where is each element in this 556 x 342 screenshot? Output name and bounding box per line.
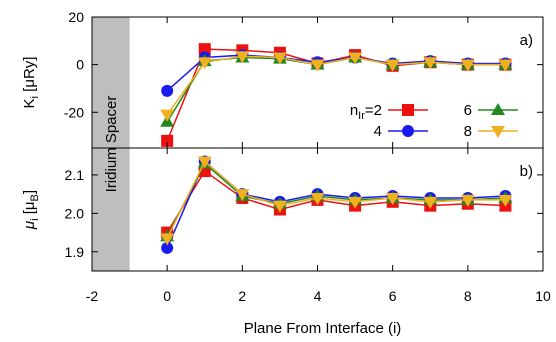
y-axis-title: Ki [μRy]	[21, 57, 41, 109]
data-point	[198, 43, 211, 56]
data-point	[160, 109, 175, 122]
data-point	[160, 233, 175, 246]
x-axis-title: Plane From Interface (i)	[244, 320, 402, 337]
series-line	[166, 54, 506, 92]
data-point	[460, 59, 475, 72]
data-point	[272, 52, 287, 65]
data-point	[310, 192, 325, 205]
ytick-label: 2.1	[65, 167, 85, 183]
xtick-label: 6	[389, 288, 397, 304]
legend-label: nIr=2	[350, 102, 382, 122]
series-a-n6	[160, 50, 513, 127]
legend-label: 6	[464, 102, 472, 119]
legend-entry-n6: 6	[464, 102, 518, 119]
xtick-label: 8	[464, 288, 472, 304]
xtick-label: 2	[238, 288, 246, 304]
legend-marker	[491, 126, 505, 138]
series-line	[166, 162, 506, 237]
legend-entry-n4: 4	[374, 123, 428, 140]
series-line	[166, 55, 506, 116]
data-point	[423, 196, 438, 209]
legend-marker	[402, 104, 414, 116]
series-b-n2	[161, 165, 512, 239]
series-a-n4	[161, 49, 512, 97]
panel-label-b: b)	[520, 163, 533, 180]
xtick-label: -2	[86, 288, 99, 304]
series-line	[166, 160, 506, 239]
y-axis-title-main: K	[21, 98, 38, 108]
data-point	[498, 59, 513, 72]
series-b-n8	[160, 156, 513, 246]
y-axis-title-main: μ	[21, 221, 38, 230]
xtick-label: 10	[535, 288, 551, 304]
legend-marker	[402, 125, 414, 137]
ytick-label: 20	[68, 9, 84, 25]
spacer-region	[92, 17, 130, 271]
data-point	[197, 156, 212, 169]
data-point	[235, 51, 250, 64]
ytick-label: -20	[64, 104, 84, 120]
ytick-label: 2.0	[65, 205, 85, 221]
y-axis-title-unit: [μ	[21, 201, 38, 218]
data-point	[423, 57, 438, 70]
series-line	[166, 56, 506, 123]
panel-frame-a	[91, 16, 544, 149]
y-axis-title: μi [μB]	[21, 190, 41, 230]
data-point	[385, 59, 400, 72]
data-point	[348, 52, 363, 65]
data-point	[235, 189, 250, 202]
legend-value: 6	[464, 102, 472, 119]
legend-value: 8	[464, 123, 472, 140]
series-line	[166, 169, 506, 233]
data-point	[385, 192, 400, 205]
data-point	[161, 241, 174, 254]
series-a-n8	[160, 51, 513, 122]
y-axis-title-sub: i	[29, 218, 41, 220]
legend-prefix-sub: Ir	[358, 110, 365, 122]
panel-frame-b	[91, 147, 544, 272]
spacer-label: Iridium Spacer	[103, 96, 120, 193]
xtick-label: 4	[314, 288, 322, 304]
panel-label-a: a)	[520, 32, 533, 49]
data-point	[310, 59, 325, 72]
series-a-n2	[161, 43, 512, 147]
legend-label: 4	[374, 123, 382, 140]
legend-entry-n8: 8	[464, 123, 518, 140]
legend-prefix-main: n	[350, 102, 358, 119]
data-point	[272, 200, 287, 213]
data-point	[460, 194, 475, 207]
xtick-label: 0	[163, 288, 171, 304]
data-point	[348, 196, 363, 209]
y-axis-title-sub: i	[29, 96, 41, 98]
data-point	[161, 134, 174, 147]
legend-marker	[491, 103, 505, 115]
y-axis-title-unit: [μRy]	[21, 57, 38, 96]
data-point	[197, 57, 212, 70]
data-point	[498, 194, 513, 207]
legend-label: 8	[464, 123, 472, 140]
ytick-label: 0	[76, 57, 84, 73]
y-axis-title-unit-close: ]	[21, 190, 38, 194]
data-point	[161, 84, 174, 97]
ytick-label: 1.9	[65, 244, 85, 260]
legend-prefix-value: =2	[365, 102, 382, 119]
legend-entry-n2: nIr=2	[350, 102, 428, 122]
y-axis-title-unit-sub: B	[29, 194, 41, 201]
legend-value: 4	[374, 123, 382, 140]
